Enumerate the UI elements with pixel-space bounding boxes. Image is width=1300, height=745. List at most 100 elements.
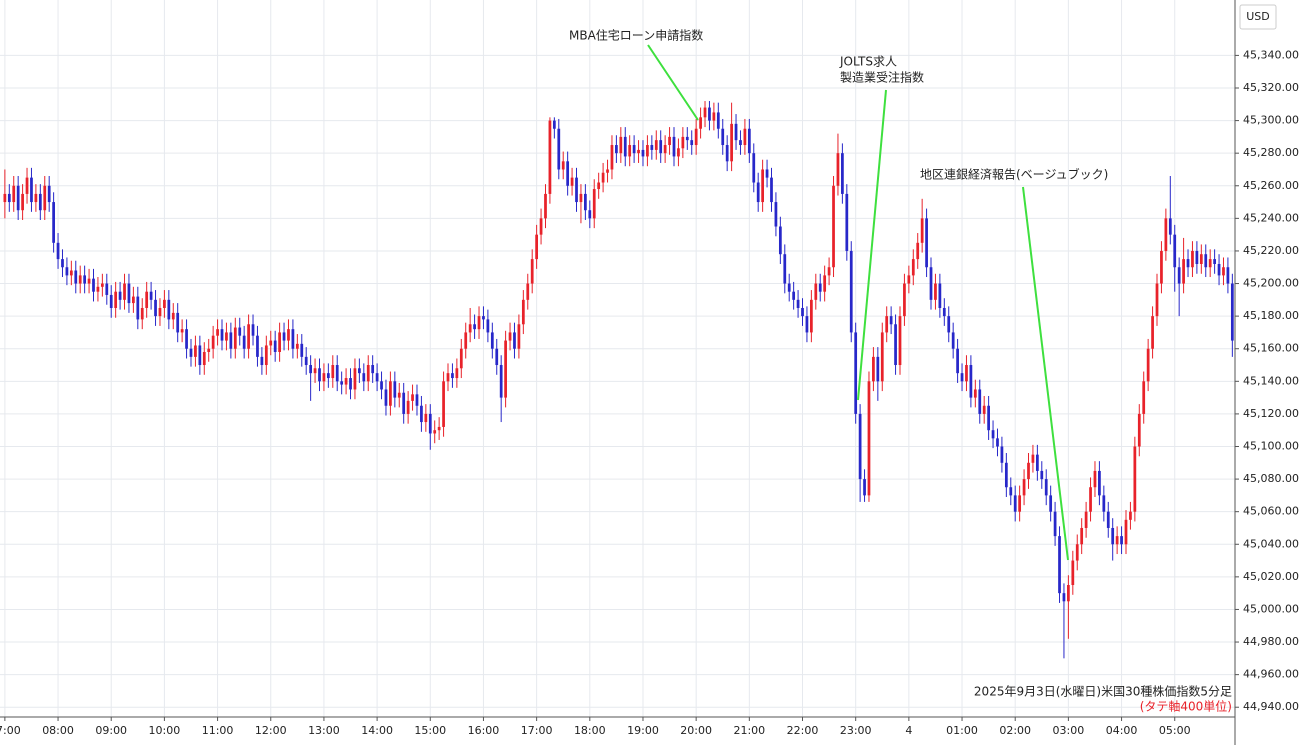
candle-body: [1226, 267, 1230, 284]
candle-body: [451, 373, 454, 379]
candle-body: [105, 283, 109, 295]
candle-body: [597, 182, 601, 190]
candle-body: [690, 140, 694, 146]
candle-body: [1106, 511, 1110, 528]
candle-body: [335, 365, 339, 382]
candle-body: [1173, 234, 1177, 268]
candle-body: [1191, 250, 1194, 268]
candle-body: [118, 291, 122, 300]
y-tick-label: 45,020.00: [1243, 570, 1299, 583]
candle-body: [1120, 536, 1123, 545]
candle-body: [1230, 283, 1234, 341]
candle-body: [415, 394, 419, 406]
candle-body: [358, 368, 361, 374]
candle-body: [87, 278, 91, 284]
candle-body: [442, 381, 445, 427]
candle-body: [504, 340, 507, 398]
candle-body: [69, 270, 73, 276]
candle-body: [158, 307, 162, 317]
candle-body: [1115, 536, 1119, 545]
candle-body: [841, 153, 844, 194]
y-tick-label: 45,080.00: [1243, 472, 1299, 485]
x-tick-label: 04:00: [1106, 724, 1138, 737]
candle-body: [872, 356, 875, 382]
candle-body: [233, 327, 237, 349]
candle-body: [747, 128, 751, 154]
candle-body: [934, 283, 937, 300]
candle-body: [251, 324, 255, 336]
candle-body: [109, 294, 113, 308]
candle-body: [278, 332, 281, 352]
candle-body: [1004, 462, 1008, 488]
candle-body: [318, 368, 321, 382]
candle-body: [402, 392, 406, 414]
candle-body: [216, 329, 219, 336]
candle-body: [583, 193, 587, 211]
candle-body: [1027, 462, 1030, 480]
candle-body: [490, 332, 494, 349]
candle-body: [256, 335, 259, 357]
x-tick-label: 14:00: [361, 724, 393, 737]
candle-body: [406, 400, 410, 414]
candle-body: [1049, 495, 1053, 512]
candle-body: [641, 149, 645, 157]
candle-body: [12, 185, 16, 203]
candle-body: [433, 430, 437, 434]
candle-body: [420, 405, 423, 423]
candle-body: [176, 312, 180, 333]
candle-body: [570, 177, 574, 186]
candle-body: [694, 128, 698, 146]
candle-body: [1018, 495, 1022, 512]
candle-body: [313, 368, 317, 374]
candle-body: [100, 283, 104, 287]
x-tick-label: 15:00: [414, 724, 446, 737]
candle-body: [1182, 259, 1185, 284]
y-tick-label: 44,980.00: [1243, 635, 1299, 648]
candle-body: [801, 307, 804, 317]
candle-body: [1093, 470, 1097, 488]
candle-body: [340, 381, 344, 385]
candle-body: [1222, 267, 1225, 276]
candle-body: [1089, 487, 1092, 512]
candle-body: [765, 169, 769, 178]
candle-body: [827, 267, 831, 276]
candle-body: [1155, 283, 1159, 317]
candle-body: [269, 340, 273, 346]
candle-body: [1111, 527, 1115, 545]
candle-body: [987, 405, 990, 431]
candle-body: [880, 332, 884, 382]
y-tick-label: 45,180.00: [1243, 309, 1299, 322]
candle-body: [180, 329, 184, 333]
candle-body: [242, 335, 246, 349]
candle-body: [282, 332, 286, 341]
candle-body: [1098, 470, 1101, 496]
candle-body: [437, 426, 441, 431]
candle-body: [96, 286, 100, 292]
chart-subtitle: (タテ軸400単位): [1140, 699, 1232, 714]
candle-body: [83, 275, 87, 284]
candle-body: [894, 324, 897, 366]
candle-body: [916, 242, 920, 260]
candle-body: [942, 307, 946, 317]
candle-body: [3, 193, 7, 203]
candle-body: [194, 345, 197, 357]
x-tick-label: 07:00: [0, 724, 21, 737]
candle-body: [699, 117, 702, 129]
candle-body: [823, 275, 827, 292]
candle-body: [787, 283, 791, 292]
candle-body: [167, 299, 171, 320]
x-axis: 07:00 08:00 09:00 10:00 11:00 12:00 13:00 14:00…: [0, 717, 1191, 737]
candle-body: [468, 324, 472, 333]
candle-body: [1133, 446, 1137, 512]
candle-body: [424, 413, 428, 423]
candle-body: [486, 319, 490, 333]
candle-body: [920, 218, 924, 243]
candle-body: [730, 123, 733, 162]
candle-body: [1013, 495, 1017, 512]
candle-body: [154, 299, 157, 317]
candle-body: [1102, 495, 1106, 512]
candle-body: [74, 270, 78, 284]
candle-body: [858, 413, 862, 480]
candle-body: [517, 324, 521, 349]
candle-body: [34, 193, 38, 203]
